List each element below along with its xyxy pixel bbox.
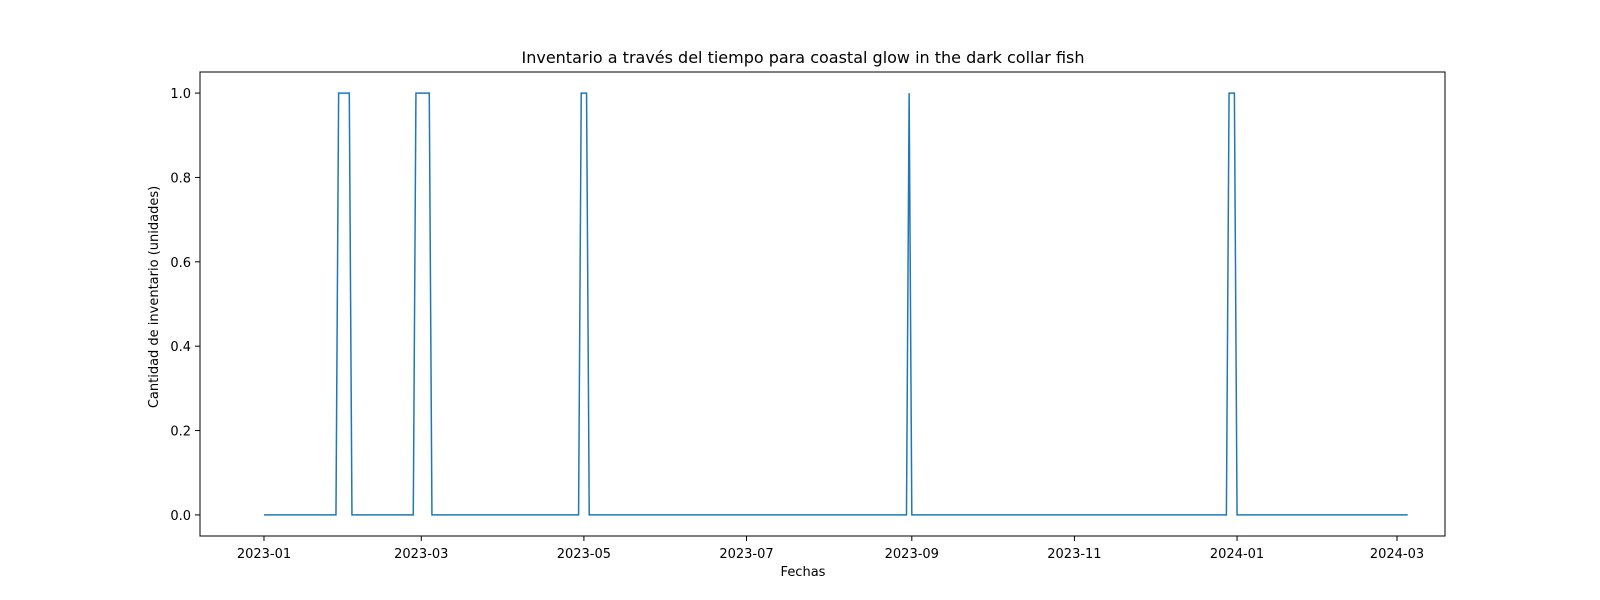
x-tick-label-1: 2023-03 [394,547,448,562]
y-tick-label-0: 0.0 [170,509,191,524]
chart-title: Inventario a través del tiempo para coas… [521,48,1084,67]
y-tick-label-3: 0.6 [170,256,191,271]
x-axis-label: Fechas [781,565,826,580]
x-tick-label-6: 2024-01 [1210,547,1264,562]
x-tick-label-0: 2023-01 [237,547,291,562]
y-tick-label-4: 0.8 [170,171,191,186]
x-tick-label-2: 2023-05 [557,547,611,562]
y-tick-label-5: 1.0 [170,87,191,102]
y-tick-label-1: 0.2 [170,425,191,440]
series-line-0 [263,92,1408,516]
x-tick-label-4: 2023-09 [885,547,939,562]
x-tick-label-5: 2023-11 [1047,547,1101,562]
plot-area: 2023-01 2023-03 2023-05 2023-07 2023-09 2023-… [170,71,1446,562]
x-tick-label-7: 2024-03 [1370,547,1424,562]
axes-frame [199,71,1446,537]
x-tick-label-3: 2023-07 [719,547,773,562]
y-tick-label-2: 0.4 [170,340,191,355]
y-axis-label: Cantidad de inventario (unidades) [147,186,162,408]
